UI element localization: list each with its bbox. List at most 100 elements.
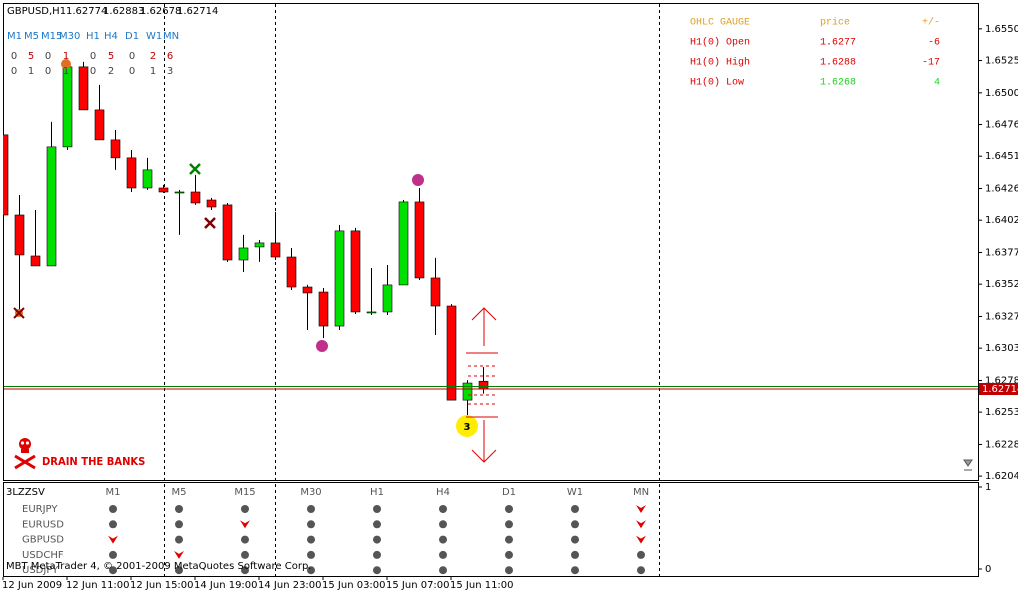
- candle-body: [78, 66, 89, 111]
- y-tick-label: 1.63275: [985, 311, 1018, 322]
- signal-dot: [439, 520, 447, 529]
- count: 2: [108, 66, 114, 77]
- period-separators: [164, 4, 660, 576]
- signal-dot: [175, 520, 183, 529]
- count: 0: [11, 51, 17, 62]
- y-tick-label: 1: [985, 482, 991, 493]
- signal-dot: [373, 520, 381, 529]
- signal-dot: [373, 535, 381, 544]
- ohlc-value: 1.62883: [103, 6, 144, 17]
- ohlc-value: 1.62678: [140, 6, 181, 17]
- signal-dot: [439, 505, 447, 513]
- signal-dot: [505, 550, 513, 559]
- count: 0: [45, 51, 51, 62]
- chart-markers: 3 DRAIN THE BANKS: [13, 59, 973, 471]
- candle-body: [270, 242, 281, 258]
- timeframe-header: H4: [436, 487, 450, 498]
- price-label-bg: [979, 382, 1018, 395]
- x-tick-label: 12 Jun 11:00: [66, 580, 130, 591]
- gauge-header: +/-: [922, 17, 940, 29]
- main-panel: [3, 3, 979, 481]
- signal-dot: [505, 520, 513, 529]
- target-arrows: [466, 307, 498, 463]
- timeframe: M5: [24, 31, 39, 42]
- cross-marker: [13, 307, 25, 319]
- signal-dot: [439, 535, 447, 544]
- signal-dot: [307, 535, 315, 544]
- timeframe: W1: [146, 31, 162, 42]
- candle-body: [382, 284, 393, 313]
- y-tick-label: 0: [985, 564, 991, 575]
- candle-body: [222, 204, 233, 261]
- signal-dot: [109, 566, 117, 575]
- y-tick-label: 1.62285: [985, 439, 1018, 450]
- cross-marker: [189, 163, 201, 175]
- gauge-cell: H1(0) Open: [690, 37, 750, 49]
- count: 0: [90, 66, 96, 77]
- timeframe-header: H1: [370, 487, 384, 498]
- y-tick-label: 1.64515: [985, 151, 1018, 162]
- signal-dot: [241, 566, 249, 575]
- signal-arrow: [636, 520, 646, 529]
- price-label: 1.62714: [982, 384, 1018, 395]
- candle-body: [366, 311, 377, 314]
- candle-body: [318, 291, 329, 327]
- timeframe-header: MN: [633, 487, 649, 498]
- symbol: GBPUSD: [22, 535, 64, 546]
- footer: MBT MetaTrader 4, © 2001-2009 MetaQuotes…: [6, 561, 311, 572]
- gauge-cell: 1.6268: [820, 78, 856, 89]
- banner: DRAIN THE BANKS: [42, 456, 145, 469]
- ohlc-value: 1.62774: [66, 6, 107, 17]
- timeframe-header: W1: [567, 487, 583, 498]
- y-tick-label: 1.62780: [985, 375, 1018, 386]
- gauge-cell: -17: [922, 58, 940, 69]
- tool-icon: [963, 459, 973, 471]
- timeframe-header: M1: [106, 487, 121, 498]
- x-tick-label: 15 Jun 03:00: [322, 580, 386, 591]
- symbol: USDCHF: [22, 550, 64, 561]
- signal-dot: [505, 505, 513, 513]
- signal-dot: [571, 566, 579, 575]
- candle-body: [286, 256, 297, 288]
- count: 2: [150, 51, 156, 62]
- y-tick-label: 1.63770: [985, 247, 1018, 258]
- x-tick-label: 12 Jun 15:00: [130, 580, 194, 591]
- gauge-cell: 1.6277: [820, 38, 856, 49]
- signal-dot: [571, 520, 579, 529]
- signal-arrow: [636, 505, 646, 513]
- y-tick-label: 1.64020: [985, 215, 1018, 226]
- signal-dot: [109, 505, 117, 513]
- gauge-cell: 1.6288: [820, 58, 856, 69]
- candle-body: [62, 66, 73, 148]
- count: 0: [129, 66, 135, 77]
- signal-arrow: [108, 535, 118, 544]
- signal-dot: [175, 505, 183, 513]
- count: 1: [28, 66, 34, 77]
- signal-dot: [175, 566, 183, 575]
- timeframe: M15: [41, 31, 62, 42]
- skull-icon: [14, 438, 36, 470]
- candle-body: [462, 382, 473, 401]
- timeframe-header: M30: [300, 487, 321, 498]
- signal-dot: [439, 550, 447, 559]
- timeframe: M1: [7, 31, 22, 42]
- y-tick-label: 1.64760: [985, 120, 1018, 131]
- signal-dot: [505, 535, 513, 544]
- count: 0: [45, 66, 51, 77]
- count: 0: [90, 51, 96, 62]
- y-tick-label: 1.64265: [985, 184, 1018, 195]
- count: 1: [63, 66, 69, 77]
- signal-arrow: [636, 535, 646, 544]
- signal-dot: [571, 535, 579, 544]
- candle-body: [14, 214, 25, 256]
- candle-body: [190, 191, 201, 204]
- gauge-cell: -6: [928, 38, 940, 49]
- candle-body: [110, 139, 121, 159]
- marker: [412, 174, 424, 186]
- signal-label: 3: [464, 422, 471, 433]
- signal-dot: [571, 505, 579, 513]
- y-tick-label: 1.65005: [985, 88, 1018, 99]
